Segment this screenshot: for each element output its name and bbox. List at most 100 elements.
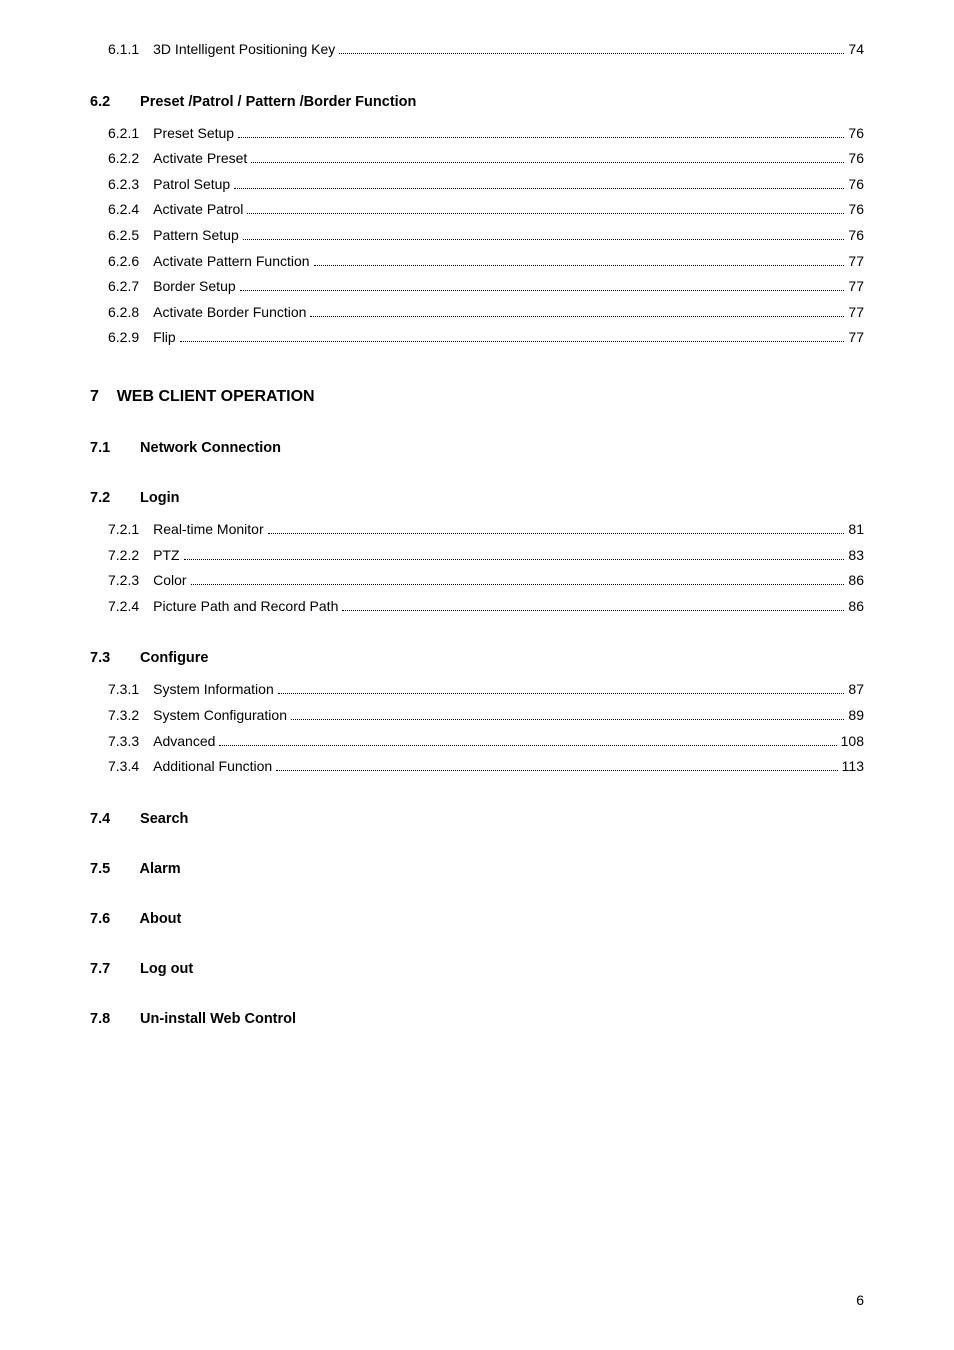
toc-title: Advanced xyxy=(153,732,215,752)
toc-page: 81 xyxy=(848,520,864,540)
toc-title: Real-time Monitor xyxy=(153,520,263,540)
section-heading-7-1: 7.1 Network Connection xyxy=(90,440,864,456)
toc-num: 6.1.1 xyxy=(108,40,153,60)
toc-leader xyxy=(276,770,837,771)
toc-leader xyxy=(310,316,844,317)
toc-entry: 7.2.4Picture Path and Record Path 86 xyxy=(90,597,864,617)
section-title: About xyxy=(140,911,182,927)
section-heading-7-5: 7.5 Alarm xyxy=(90,861,864,877)
toc-num: 6.2.1 xyxy=(108,124,153,144)
toc-entry: 7.2.3Color 86 xyxy=(90,571,864,591)
toc-num: 6.2.7 xyxy=(108,277,153,297)
toc-num: 7.2.3 xyxy=(108,571,153,591)
toc-title: System Information xyxy=(153,680,274,700)
toc-entry: 6.1.1 3D Intelligent Positioning Key 74 xyxy=(90,40,864,60)
toc-leader xyxy=(342,610,844,611)
toc-page: 86 xyxy=(848,597,864,617)
toc-leader xyxy=(219,745,836,746)
section-heading-7-4: 7.4 Search xyxy=(90,811,864,827)
section-num: 7.5 xyxy=(90,861,136,877)
toc-title: Activate Pattern Function xyxy=(153,252,309,272)
toc-entry: 6.2.3Patrol Setup76 xyxy=(90,175,864,195)
toc-page: 77 xyxy=(848,328,864,348)
toc-title: Pattern Setup xyxy=(153,226,239,246)
section-num: 7.4 xyxy=(90,811,136,827)
toc-num: 7.3.1 xyxy=(108,680,153,700)
section-title: Preset /Patrol / Pattern /Border Functio… xyxy=(140,94,416,110)
toc-title: Preset Setup xyxy=(153,124,234,144)
toc-page: 77 xyxy=(848,303,864,323)
chapter-num: 7 xyxy=(90,388,99,405)
toc-page: 76 xyxy=(848,124,864,144)
toc-page: 77 xyxy=(848,277,864,297)
toc-leader xyxy=(278,693,845,694)
toc-title: Picture Path and Record Path xyxy=(153,597,338,617)
section-title: Login xyxy=(140,490,179,506)
toc-page: 76 xyxy=(848,149,864,169)
toc-num: 7.2.2 xyxy=(108,546,153,566)
toc-leader xyxy=(243,239,845,240)
toc-entry: 6.2.9Flip77 xyxy=(90,328,864,348)
toc-page: 83 xyxy=(848,546,864,566)
toc-num: 7.2.1 xyxy=(108,520,153,540)
toc-entry: 6.2.5Pattern Setup76 xyxy=(90,226,864,246)
toc-entry: 7.3.1System Information 87 xyxy=(90,680,864,700)
section-heading-7-8: 7.8 Un-install Web Control xyxy=(90,1011,864,1027)
toc-num: 6.2.2 xyxy=(108,149,153,169)
toc-entry: 6.2.2Activate Preset 76 xyxy=(90,149,864,169)
toc-num: 6.2.8 xyxy=(108,303,153,323)
section-title: Configure xyxy=(140,650,208,666)
section-heading-7-6: 7.6 About xyxy=(90,911,864,927)
toc-page: 89 xyxy=(848,706,864,726)
toc-page: 76 xyxy=(848,175,864,195)
toc-leader xyxy=(238,137,844,138)
toc-num: 7.2.4 xyxy=(108,597,153,617)
toc-entry: 7.3.2System Configuration 89 xyxy=(90,706,864,726)
toc-title: Activate Patrol xyxy=(153,200,243,220)
toc-num: 6.2.6 xyxy=(108,252,153,272)
section-title: Alarm xyxy=(140,861,181,877)
toc-leader xyxy=(184,559,845,560)
section-num: 7.8 xyxy=(90,1011,136,1027)
toc-leader xyxy=(234,188,844,189)
toc-num: 7.3.2 xyxy=(108,706,153,726)
toc-leader xyxy=(247,213,844,214)
toc-title: Additional Function xyxy=(153,757,272,777)
toc-leader xyxy=(191,584,845,585)
toc-title: Color xyxy=(153,571,186,591)
toc-entry: 6.2.7Border Setup 77 xyxy=(90,277,864,297)
toc-leader xyxy=(291,719,844,720)
chapter-title: WEB CLIENT OPERATION xyxy=(117,388,315,405)
section-num: 7.1 xyxy=(90,440,136,456)
toc-num: 7.3.3 xyxy=(108,732,153,752)
toc-leader xyxy=(268,533,845,534)
section-heading-7-2: 7.2 Login xyxy=(90,490,864,506)
toc-leader xyxy=(240,290,845,291)
toc-entry: 7.2.1Real-time Monitor 81 xyxy=(90,520,864,540)
section-title: Search xyxy=(140,811,188,827)
toc-leader xyxy=(180,341,845,342)
toc-page: 113 xyxy=(842,757,864,777)
toc-title: Patrol Setup xyxy=(153,175,230,195)
toc-title: Activate Border Function xyxy=(153,303,306,323)
toc-num: 6.2.4 xyxy=(108,200,153,220)
toc-title: 3D Intelligent Positioning Key xyxy=(153,40,335,60)
toc-page: 86 xyxy=(848,571,864,591)
toc-entry: 6.2.1Preset Setup 76 xyxy=(90,124,864,144)
toc-title: System Configuration xyxy=(153,706,287,726)
page-number: 6 xyxy=(856,1292,864,1308)
toc-entry: 6.2.4Activate Patrol76 xyxy=(90,200,864,220)
toc-entry: 6.2.6Activate Pattern Function 77 xyxy=(90,252,864,272)
section-title: Un-install Web Control xyxy=(140,1011,296,1027)
toc-title: Activate Preset xyxy=(153,149,247,169)
section-title: Log out xyxy=(140,961,193,977)
section-num: 7.7 xyxy=(90,961,136,977)
toc-page: 77 xyxy=(848,252,864,272)
section-heading-7-3: 7.3 Configure xyxy=(90,650,864,666)
section-num: 6.2 xyxy=(90,94,136,110)
toc-page: 74 xyxy=(848,40,864,60)
toc-num: 7.3.4 xyxy=(108,757,153,777)
toc-page: 87 xyxy=(848,680,864,700)
toc-title: Border Setup xyxy=(153,277,236,297)
toc-leader xyxy=(339,53,844,54)
